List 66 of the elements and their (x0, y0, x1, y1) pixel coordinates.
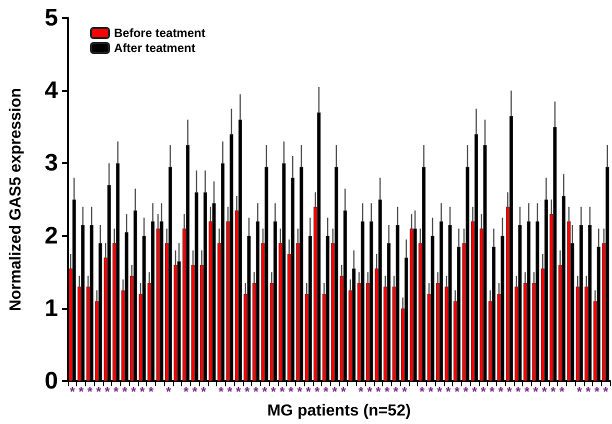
y-tick-label: 5 (44, 4, 58, 32)
x-tick-label: * (506, 384, 513, 400)
y-tick-label: 0 (44, 368, 58, 395)
x-tick-label: * (376, 384, 382, 400)
x-tick-label: * (437, 384, 443, 400)
x-tick-label: * (140, 384, 146, 400)
x-tick-label: * (288, 384, 294, 400)
x-tick-label: * (104, 384, 111, 400)
x-tick-label: * (340, 384, 347, 400)
x-tick-label: * (148, 384, 155, 400)
x-tick-label: * (576, 384, 583, 400)
x-tick-label: * (306, 384, 312, 400)
x-tick-label: * (420, 384, 426, 400)
x-tick-label: * (70, 384, 76, 400)
x-tick-label: * (550, 384, 557, 400)
y-tick-label: 2 (44, 222, 58, 250)
x-tick-label: * (524, 384, 530, 400)
x-tick-label: * (96, 384, 102, 400)
legend-label: Before teatment (114, 26, 206, 40)
x-tick-label: * (262, 384, 268, 400)
x-tick-label: * (516, 384, 522, 400)
x-tick-label: * (586, 384, 592, 400)
x-tick-label: * (131, 384, 138, 400)
x-tick-label: * (384, 384, 391, 400)
x-tick-label: * (122, 384, 128, 400)
x-tick-label: * (542, 384, 548, 400)
x-tick-label: * (183, 384, 190, 400)
x-tick-label: * (393, 384, 400, 400)
x-tick-label: * (78, 384, 85, 400)
x-tick-label: * (270, 384, 277, 400)
x-tick-label: * (192, 384, 198, 400)
x-tick-label: * (253, 384, 260, 400)
y-tick-label: 4 (44, 77, 59, 104)
y-axis-title: Normalized GAS5 expression (8, 88, 24, 312)
x-tick-label: * (446, 384, 452, 400)
x-tick-label: * (218, 384, 224, 400)
x-tick-label: * (498, 384, 504, 400)
x-tick-label: * (463, 384, 470, 400)
x-tick-label: * (166, 384, 172, 400)
x-tick-label: * (200, 384, 207, 400)
x-tick-label: * (428, 384, 434, 400)
x-tick-label: * (402, 384, 408, 400)
x-tick-label: * (244, 384, 251, 400)
x-tick-label: * (280, 384, 286, 400)
x-tick-label: * (454, 384, 460, 400)
x-tick-label: * (87, 384, 94, 400)
y-tick-label: 3 (44, 150, 58, 177)
x-axis-title: MG patients (n=52) (267, 402, 411, 420)
x-tick-label: * (332, 384, 338, 400)
legend-label: After teatment (114, 41, 196, 55)
x-tick-label: * (533, 384, 540, 400)
x-tick-label: * (480, 384, 487, 400)
x-tick-label: * (594, 384, 600, 400)
x-tick-label: * (114, 384, 120, 400)
x-tick-label: * (227, 384, 234, 400)
x-tick-label: * (603, 384, 610, 400)
x-tick-label: * (489, 384, 496, 400)
x-tick-label: * (297, 384, 304, 400)
x-tick-label: * (323, 384, 330, 400)
y-tick-label: 1 (44, 294, 58, 322)
x-tick-label: * (559, 384, 566, 400)
x-tick-label: * (367, 384, 374, 400)
x-tick-label: * (472, 384, 478, 400)
x-tick-label: * (358, 384, 364, 400)
x-tick-label: * (236, 384, 242, 400)
x-tick-label: * (314, 384, 321, 400)
